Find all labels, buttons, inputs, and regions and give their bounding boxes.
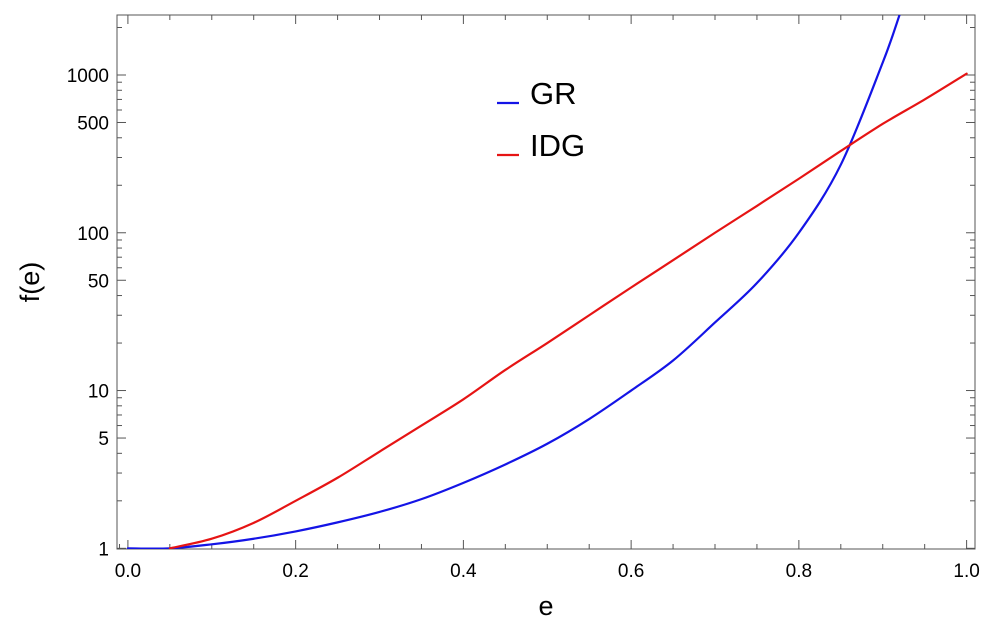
legend-label-gr: GR <box>530 76 577 111</box>
y-tick-label: 10 <box>88 382 109 403</box>
plot-frame <box>116 14 976 550</box>
x-axis-label: e <box>538 591 553 621</box>
y-tick-label: 5 <box>98 429 109 450</box>
x-tick-label: 0.4 <box>450 561 477 582</box>
series-layer <box>126 15 968 549</box>
legend: GR IDG <box>497 76 585 163</box>
x-tick-label: 0.0 <box>115 561 141 582</box>
y-axis: 1 5 10 50 100 500 1000 <box>67 26 975 560</box>
series-line-idg <box>168 72 968 549</box>
x-tick-label: 0.8 <box>786 561 812 582</box>
y-tick-label: 500 <box>77 113 109 134</box>
x-tick-label: 0.2 <box>282 561 308 582</box>
x-axis: 0.0 0.2 0.4 0.6 0.8 1.0 <box>115 15 980 582</box>
y-tick-label: 50 <box>88 271 109 292</box>
legend-label-idg: IDG <box>530 128 585 163</box>
y-axis-label: f(e) <box>15 262 45 303</box>
y-tick-label: 1000 <box>67 66 109 87</box>
y-tick-label: 100 <box>77 224 109 245</box>
y-tick-label: 1 <box>98 539 109 560</box>
series-line-gr <box>126 15 901 549</box>
x-tick-label: 1.0 <box>953 561 979 582</box>
x-tick-label: 0.6 <box>618 561 644 582</box>
